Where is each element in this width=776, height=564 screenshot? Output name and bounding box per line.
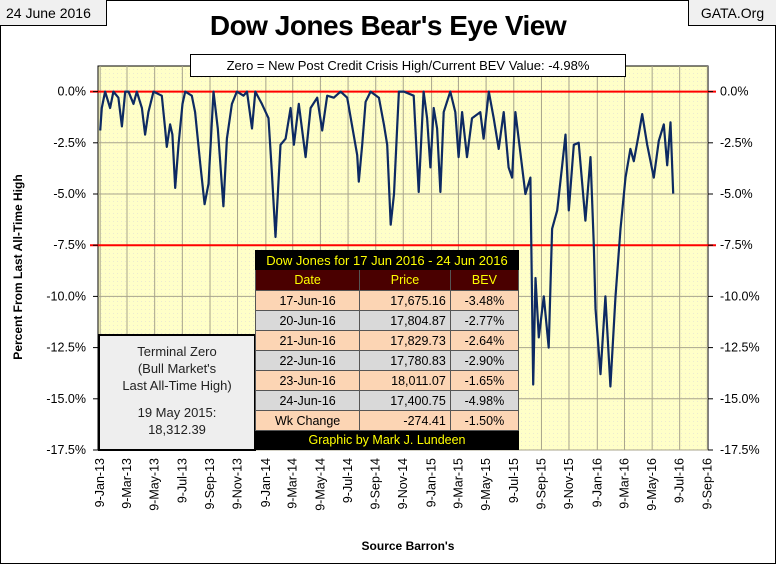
cell-price: 17,400.75	[359, 390, 451, 411]
y-tick-label-right: -5.0%	[720, 187, 753, 201]
terminal-date: 19 May 2015:	[137, 405, 217, 420]
x-axis-title: Source Barron's	[361, 539, 455, 553]
cell-price: 17,804.87	[359, 310, 451, 331]
x-tick-label: 9-Sep-14	[369, 458, 383, 509]
x-tick-label: 9-Nov-14	[396, 458, 410, 509]
cell-date: 24-Jun-16	[254, 390, 361, 411]
x-tick-label: 9-Jul-15	[507, 458, 521, 503]
cell-date: 23-Jun-16	[254, 370, 361, 391]
terminal-line-3: Last All-Time High)	[122, 378, 232, 393]
x-tick-label: 9-Mar-14	[286, 458, 300, 509]
x-tick-label: 9-Sep-13	[203, 458, 217, 509]
cell-bev: -3.48%	[449, 290, 520, 311]
y-tick-label-right: -17.5%	[720, 443, 760, 457]
x-tick-label: 9-Jul-13	[175, 458, 189, 503]
chart-subtitle: Zero = New Post Credit Crisis High/Curre…	[190, 54, 626, 77]
x-tick-label: 9-Mar-13	[120, 458, 134, 509]
x-tick-label: 9-May-16	[645, 458, 659, 511]
terminal-line-2: (Bull Market's	[137, 361, 217, 376]
table-row-week-change: Wk Change -274.41 -1.50%	[254, 410, 520, 431]
cell-bev: -2.90%	[449, 350, 520, 371]
x-tick-label: 9-Jan-14	[259, 458, 273, 507]
x-tick-label: 9-Sep-16	[700, 458, 714, 509]
table-row: 17-Jun-16 17,675.16 -3.48%	[254, 290, 520, 311]
terminal-value: 18,312.39	[148, 422, 206, 437]
table-row: 21-Jun-16 17,829.73 -2.64%	[254, 330, 520, 351]
table-row: 23-Jun-16 18,011.07 -1.65%	[254, 370, 520, 391]
x-tick-label: 9-Jan-15	[425, 458, 439, 507]
terminal-line-1: Terminal Zero	[137, 344, 217, 359]
x-tick-label: 9-Sep-15	[534, 458, 548, 509]
date-label: 24 June 2016	[0, 0, 107, 26]
cell-price: -274.41	[359, 410, 451, 431]
y-axis-title: Percent From Last All-Time High	[11, 174, 25, 360]
x-tick-label: 9-Mar-15	[451, 458, 465, 509]
cell-bev: -1.50%	[449, 410, 520, 431]
cell-price: 17,780.83	[359, 350, 451, 371]
x-tick-label: 9-May-13	[148, 458, 162, 511]
table-row: 20-Jun-16 17,804.87 -2.77%	[254, 310, 520, 331]
site-label: GATA.Org	[688, 0, 776, 26]
cell-date: 22-Jun-16	[254, 350, 361, 371]
col-header-bev: BEV	[449, 269, 520, 291]
x-tick-label: 9-May-14	[313, 458, 327, 511]
y-tick-label-right: -2.5%	[720, 136, 753, 150]
y-tick-label: -15.0%	[46, 392, 86, 406]
cell-price: 17,829.73	[359, 330, 451, 351]
cell-bev: -4.98%	[449, 390, 520, 411]
y-tick-label: -5.0%	[53, 187, 86, 201]
y-tick-label-right: -10.0%	[720, 289, 760, 303]
x-tick-labels: 9-Jan-13 9-Mar-13 9-May-13 9-Jul-13 9-Sep-13…	[93, 458, 714, 511]
x-tick-label: 9-Jul-16	[673, 458, 687, 503]
x-tick-label: 9-Jan-16	[590, 458, 604, 507]
x-tick-label: 9-Jan-13	[93, 458, 107, 507]
table-row: 22-Jun-16 17,780.83 -2.90%	[254, 350, 520, 371]
cell-bev: -1.65%	[449, 370, 520, 391]
cell-bev: -2.64%	[449, 330, 520, 351]
y-tick-labels: 0.0% 0.0% -2.5% -2.5% -5.0% -5.0% -7.5% -7.5% -1…	[46, 85, 759, 457]
cell-date: 20-Jun-16	[254, 310, 361, 331]
cell-date: 21-Jun-16	[254, 330, 361, 351]
cell-price: 18,011.07	[359, 370, 451, 391]
cell-date: 17-Jun-16	[254, 290, 361, 311]
col-header-price: Price	[359, 269, 451, 291]
cell-date: Wk Change	[254, 410, 361, 431]
y-tick-label: -12.5%	[46, 341, 86, 355]
y-tick-label-right: -15.0%	[720, 392, 760, 406]
x-tick-label: 9-May-15	[479, 458, 493, 511]
y-tick-label: -17.5%	[46, 443, 86, 457]
x-tick-label: 9-Jul-14	[341, 458, 355, 503]
cell-bev: -2.77%	[449, 310, 520, 331]
y-tick-label-right: -7.5%	[720, 238, 753, 252]
y-tick-label-right: 0.0%	[720, 85, 749, 99]
series-line-dow-bev	[99, 90, 675, 388]
table-row: 24-Jun-16 17,400.75 -4.98%	[254, 390, 520, 411]
weekly-table: Dow Jones for 17 Jun 2016 - 24 Jun 2016 …	[254, 250, 520, 450]
chart-title: Dow Jones Bear's Eye View	[209, 10, 567, 41]
table-title: Dow Jones for 17 Jun 2016 - 24 Jun 2016	[255, 250, 519, 270]
y-tick-label-right: -12.5%	[720, 341, 760, 355]
table-credit: Graphic by Mark J. Lundeen	[255, 430, 519, 450]
x-tick-label: 9-Mar-16	[617, 458, 631, 509]
cell-price: 17,675.16	[359, 290, 451, 311]
x-tick-label: 9-Nov-13	[231, 458, 245, 509]
y-tick-label: 0.0%	[58, 85, 87, 99]
x-tick-label: 9-Nov-15	[562, 458, 576, 509]
terminal-zero-box: Terminal Zero (Bull Market's Last All-Ti…	[98, 334, 256, 451]
y-tick-label: -10.0%	[46, 289, 86, 303]
col-header-date: Date	[254, 269, 361, 291]
y-tick-label: -7.5%	[53, 238, 86, 252]
y-tick-label: -2.5%	[53, 136, 86, 150]
